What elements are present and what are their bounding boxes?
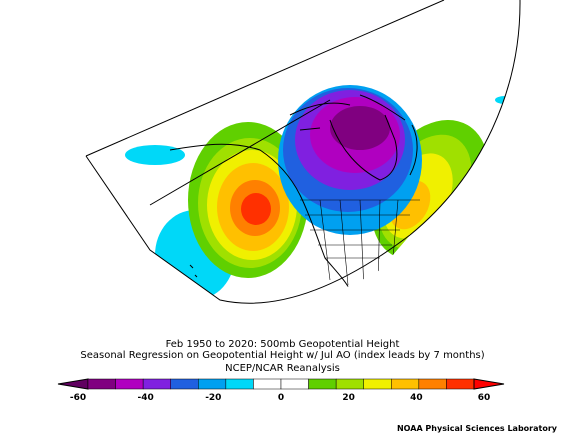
arctic-islands — [289, 94, 406, 141]
colorbar-cell — [87, 378, 116, 390]
colorbar-cell — [198, 378, 227, 390]
hudson-bay — [329, 119, 398, 181]
colorbar-cell — [308, 378, 337, 390]
colorbar-cell — [115, 378, 144, 390]
colorbar-cell — [253, 378, 282, 390]
colorbar-tick-label: 40 — [410, 393, 423, 403]
colorbar-cell — [142, 378, 171, 390]
title-line-2: Seasonal Regression on Geopotential Heig… — [80, 350, 485, 361]
colorbar-tick-label: -40 — [138, 393, 154, 403]
colorbar-tick-label: 0 — [278, 393, 284, 403]
political-borders — [300, 199, 420, 291]
colorbar-cell — [335, 378, 364, 390]
colorbar-cell — [391, 378, 420, 390]
frame-edge-left — [85, 0, 445, 157]
colorbar-cell — [363, 378, 392, 390]
colorbar-arrow-right — [473, 378, 505, 390]
colorbar-cell — [225, 378, 254, 390]
title-line-1: Feb 1950 to 2020: 500mb Geopotential Hei… — [165, 339, 400, 350]
colorbar-arrow-left — [57, 378, 89, 390]
colorbar-cell — [418, 378, 447, 390]
credit-label: NOAA Physical Sciences Laboratory — [396, 424, 557, 433]
longitude-borders — [319, 199, 399, 291]
west-coast — [169, 143, 351, 291]
regression-map — [85, 0, 521, 304]
frame-arc-inner — [85, 155, 411, 304]
colorbar-tick-label: 60 — [478, 393, 491, 403]
colorbar-cell — [280, 378, 309, 390]
contour-pos-60 — [241, 193, 271, 225]
colorbar-cell — [446, 378, 475, 390]
anomaly-field — [125, 85, 515, 300]
colorbar-tick-label: -60 — [70, 393, 86, 403]
colorbar-tick-label: 20 — [342, 393, 355, 403]
frame-inner-edge — [149, 99, 331, 206]
colorbar-cell — [170, 378, 199, 390]
colorbar-cells — [57, 378, 505, 390]
colorbar-ticks: -60 -40 -20 0 20 40 60 — [70, 393, 490, 403]
greenland-coast — [409, 124, 418, 176]
map-frame — [85, 0, 521, 304]
contour-neg-60 — [330, 106, 390, 150]
title-line-3: NCEP/NCAR Reanalysis — [225, 363, 340, 374]
hawaii — [189, 264, 198, 278]
frame-arc-outer — [409, 0, 521, 236]
colorbar-tick-label: -20 — [205, 393, 221, 403]
